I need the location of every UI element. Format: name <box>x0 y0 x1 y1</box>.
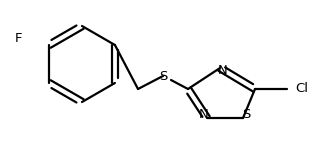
Text: Cl: Cl <box>295 82 308 95</box>
Text: N: N <box>218 65 228 78</box>
Text: F: F <box>14 32 22 45</box>
Text: S: S <box>159 69 167 82</box>
Text: N: N <box>199 108 209 121</box>
Text: S: S <box>242 108 250 121</box>
